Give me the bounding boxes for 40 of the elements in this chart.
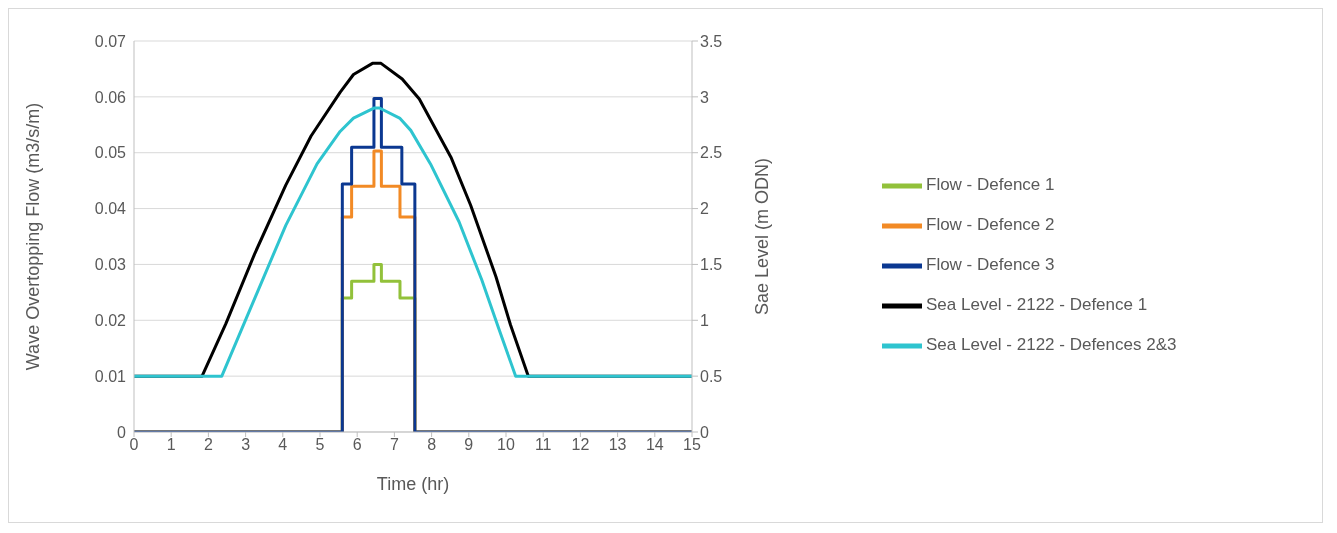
x-tick-label: 1	[166, 436, 176, 454]
x-tick-label: 2	[203, 436, 213, 454]
x-tick-label: 5	[315, 436, 325, 454]
x-tick-label: 10	[497, 436, 515, 454]
y2-tick-label: 2.5	[700, 144, 723, 162]
x-tick-label: 11	[534, 436, 552, 454]
y-tick-label: 0.04	[94, 200, 127, 218]
y-axis-title: Wave Overtopping Flow (m3/s/m)	[23, 102, 44, 371]
y-tick-label: 0	[117, 423, 127, 441]
y2-tick-label: 3.5	[700, 32, 723, 50]
legend-label: Sea Level - 2122 - Defences 2&3	[926, 334, 1177, 354]
x-tick-label: 7	[389, 436, 399, 454]
x-tick-label: 0	[129, 436, 139, 454]
x-tick-label: 8	[427, 436, 437, 454]
x-tick-label: 3	[241, 436, 251, 454]
legend-label: Flow - Defence 1	[926, 174, 1055, 194]
y-tick-label: 0.06	[94, 88, 127, 106]
y2-axis-title: Sae Level (m ODN)	[752, 157, 773, 316]
y-tick-label: 0.05	[94, 144, 127, 162]
x-tick-label: 9	[464, 436, 474, 454]
x-tick-label: 15	[683, 436, 701, 454]
x-tick-label: 4	[278, 436, 288, 454]
y2-tick-label: 1.5	[700, 256, 723, 274]
y-tick-label: 0.07	[94, 32, 127, 50]
y2-tick-label: 2	[700, 200, 709, 218]
x-axis-title: Time (hr)	[376, 474, 450, 494]
x-tick-label: 14	[645, 436, 664, 454]
y2-tick-label: 0	[700, 423, 709, 441]
legend-label: Sea Level - 2122 - Defence 1	[926, 294, 1148, 314]
legend-label: Flow - Defence 2	[926, 214, 1055, 234]
y-tick-label: 0.02	[94, 311, 127, 329]
y2-tick-label: 3	[700, 88, 709, 106]
legend-label: Flow - Defence 3	[926, 254, 1055, 274]
x-tick-label: 6	[352, 436, 362, 454]
y-tick-label: 0.01	[94, 367, 127, 385]
y-tick-label: 0.03	[94, 256, 127, 274]
x-tick-label: 12	[571, 436, 590, 454]
x-tick-label: 13	[608, 436, 627, 454]
y2-tick-label: 1	[700, 311, 709, 329]
y2-tick-label: 0.5	[700, 367, 723, 385]
